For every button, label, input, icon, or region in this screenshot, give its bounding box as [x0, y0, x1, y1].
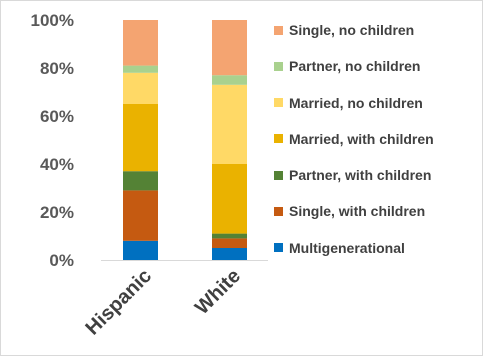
bar-segment-white-single-with-children: [212, 238, 247, 248]
legend-swatch: [274, 206, 283, 216]
y-tick-label: 0%: [49, 251, 74, 270]
legend-item: Partner, with children: [274, 165, 479, 185]
bar-segment-hispanic-partner-with-children: [123, 171, 158, 191]
legend-item: Married, no children: [274, 93, 479, 113]
bars: [123, 20, 247, 260]
bar-segment-hispanic-multigenerational: [123, 240, 158, 260]
y-tick-label: 40%: [40, 155, 74, 174]
legend-swatch: [274, 25, 283, 35]
bar-segment-hispanic-married-no-children: [123, 72, 158, 104]
legend-label: Married, no children: [289, 94, 423, 111]
bar-segment-hispanic-married-with-children: [123, 104, 158, 172]
legend: Single, no children Partner, no children M…: [274, 20, 479, 274]
legend-label: Multigenerational: [289, 239, 405, 256]
bar-segment-white-partner-no-children: [212, 75, 247, 85]
legend-label: Single, no children: [289, 22, 415, 38]
bar-segment-white-partner-with-children: [212, 233, 247, 239]
legend-item: Multigenerational: [274, 238, 479, 258]
x-category-label-hispanic: Hispanic: [82, 265, 157, 340]
y-tick-label: 60%: [40, 107, 74, 126]
y-tick-label: 80%: [40, 59, 74, 78]
legend-label: Single, with children: [289, 203, 426, 220]
legend-label: Partner, with children: [289, 167, 432, 184]
bar-segment-hispanic-partner-no-children: [123, 65, 158, 73]
legend-label: Married, with children: [289, 130, 434, 147]
legend-item: Married, with children: [274, 129, 479, 149]
y-tick-label: 20%: [40, 203, 74, 222]
legend-swatch: [274, 61, 283, 71]
y-tick-label: 100%: [31, 11, 74, 30]
bar-segment-white-multigenerational: [212, 248, 247, 260]
x-axis-category-labels: Hispanic White: [82, 265, 246, 340]
legend-swatch: [274, 170, 283, 180]
legend-item: Single, no children: [274, 20, 479, 40]
x-category-label-white: White: [191, 265, 245, 319]
bar-segment-white-single-no-children: [212, 20, 247, 76]
legend-label: Partner, no children: [289, 58, 421, 75]
legend-swatch: [274, 98, 283, 108]
legend-item: Single, with children: [274, 201, 479, 221]
y-axis-tick-labels: 0% 20% 40% 60% 80% 100%: [31, 11, 74, 270]
bar-segment-white-married-with-children: [212, 164, 247, 234]
legend-swatch: [274, 243, 283, 253]
bar-segment-hispanic-single-no-children: [123, 20, 158, 66]
legend-swatch: [274, 134, 283, 144]
bar-segment-white-married-no-children: [212, 84, 247, 164]
legend-item: Partner, no children: [274, 56, 479, 76]
bar-segment-hispanic-single-with-children: [123, 190, 158, 241]
